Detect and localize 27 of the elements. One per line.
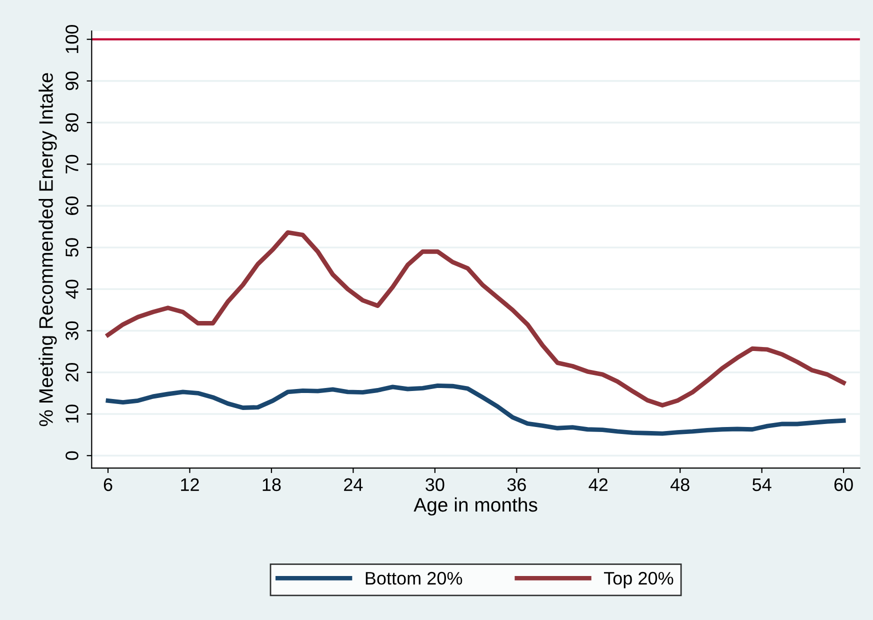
x-tick-label: 30 [426,478,444,492]
y-tick-label: 90 [66,72,78,90]
legend-label: Bottom 20% [366,572,462,585]
line-series [106,383,846,436]
legend-label: Top 20% [604,572,674,588]
y-tick-label: 0 [66,451,78,460]
x-tick-label: 48 [670,478,690,492]
y-axis-title: % Meeting Recommended Energy Intake [38,73,57,426]
y-tick-label: 30 [66,321,78,340]
x-tick-label: 24 [344,478,363,491]
x-tick-label: 36 [507,478,526,492]
y-tick-label: 60 [66,196,78,215]
x-tick-label: 6 [104,478,112,492]
y-tick-label: 100 [66,24,78,54]
y-tick-label: 40 [66,280,78,299]
x-tick-label: 60 [834,478,853,492]
y-tick-label: 50 [66,238,78,257]
y-tick-label: 20 [66,363,78,382]
x-tick-label: 54 [752,478,772,492]
x-tick-label: 18 [262,478,281,492]
line-series [106,230,846,408]
y-tick-label: 70 [66,154,78,174]
y-tick-label: 80 [66,113,78,132]
x-axis-title: Age in months [414,497,538,516]
x-tick-label: 12 [181,478,199,491]
x-tick-label: 42 [588,478,608,491]
y-tick-label: 10 [66,404,78,423]
